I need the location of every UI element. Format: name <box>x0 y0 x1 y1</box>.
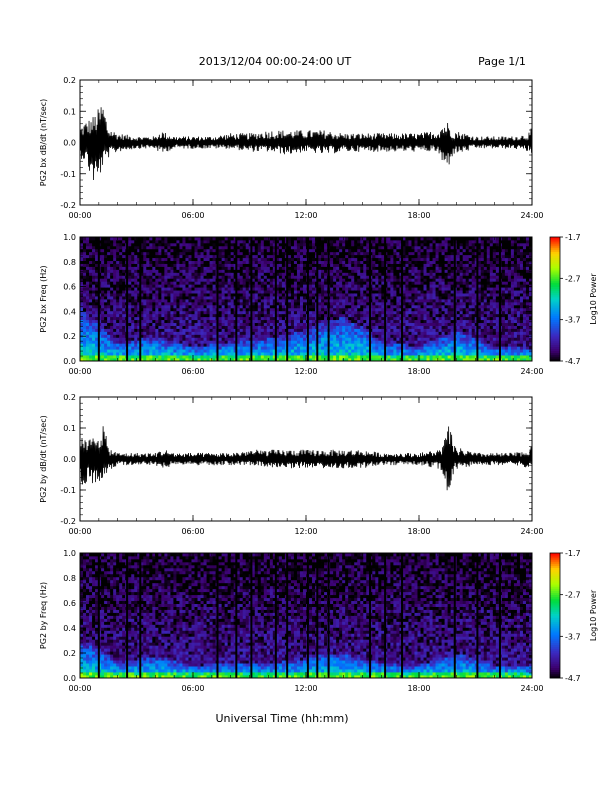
bx-spectrogram-panel: -4.7 -3.7 -2.7 -1.7 Log10 Power 0.0 0.2 0.4 0.6 0… <box>39 233 598 376</box>
y-tick-label: 0.0 <box>63 455 76 464</box>
bx-spectrogram-cells <box>80 237 533 362</box>
x-tick-label: 12:00 <box>294 527 317 536</box>
y-tick-label: 0.1 <box>63 107 76 116</box>
y-tick-label: 0.0 <box>63 139 76 148</box>
y-tick-label: 0.2 <box>63 76 76 85</box>
y-tick-label: -0.2 <box>60 517 76 526</box>
y-tick-label: -0.1 <box>60 486 76 495</box>
y-tick-label: 0.6 <box>63 599 76 608</box>
y-tick-label: -0.2 <box>60 201 76 210</box>
y-tick-label: 1.0 <box>63 549 76 558</box>
x-tick-label: 06:00 <box>181 211 204 220</box>
y-tick-label: 0.2 <box>63 649 76 658</box>
x-tick-label: 18:00 <box>407 367 430 376</box>
x-tick-label: 24:00 <box>520 684 543 693</box>
x-tick-label: 24:00 <box>520 211 543 220</box>
bx-waveform-ylabel: PG2 bx dB/dt (nT/sec) <box>39 99 48 186</box>
colorbar-tick-label: -1.7 <box>565 233 581 242</box>
x-tick-label: 06:00 <box>181 367 204 376</box>
x-tick-label: 12:00 <box>294 684 317 693</box>
y-tick-label: -0.1 <box>60 170 76 179</box>
x-tick-label: 00:00 <box>68 367 91 376</box>
colorbar-tick-label: -2.7 <box>565 591 581 600</box>
y-tick-label: 0.8 <box>63 258 76 267</box>
bx-waveform-line <box>79 107 533 181</box>
x-tick-label: 12:00 <box>294 211 317 220</box>
x-tick-label: 18:00 <box>407 684 430 693</box>
colorbar-label: Log10 Power <box>589 589 598 641</box>
bx-spectrogram-ylabel: PG2 bx Freq (Hz) <box>39 265 48 332</box>
colorbar-tick-label: -3.7 <box>565 632 581 641</box>
y-tick-label: 0.2 <box>63 393 76 402</box>
figure-title: 2013/12/04 00:00-24:00 UT <box>199 55 352 68</box>
colorbar-tick-label: -3.7 <box>565 316 581 325</box>
bx-waveform-panel: -0.2 -0.1 0.0 0.1 0.2 00:00 06:00 12:00 18:00 24:… <box>39 76 544 220</box>
x-tick-label: 24:00 <box>520 367 543 376</box>
by-spectrogram-colorbar: -4.7 -3.7 -2.7 -1.7 Log10 Power <box>549 549 598 683</box>
y-tick-label: 0.6 <box>63 283 76 292</box>
y-tick-label: 0.1 <box>63 424 76 433</box>
y-tick-label: 0.0 <box>63 674 76 683</box>
bx-waveform-trace <box>79 107 533 181</box>
y-tick-label: 0.8 <box>63 574 76 583</box>
page-label: Page 1/1 <box>478 55 526 68</box>
x-tick-label: 18:00 <box>407 527 430 536</box>
by-waveform-line <box>79 426 533 491</box>
x-tick-label: 12:00 <box>294 367 317 376</box>
colorbar-tick-label: -2.7 <box>565 274 581 283</box>
y-tick-label: 0.0 <box>63 357 76 366</box>
bx-spectrogram-colorbar: -4.7 -3.7 -2.7 -1.7 Log10 Power <box>549 233 598 366</box>
colorbar-tick-label: -4.7 <box>565 674 581 683</box>
colorbar-tick-label: -4.7 <box>565 357 581 366</box>
by-spectrogram-ylabel: PG2 by Freq (Hz) <box>39 582 48 649</box>
by-waveform-trace <box>79 426 533 491</box>
x-axis-label: Universal Time (hh:mm) <box>216 712 349 725</box>
x-tick-label: 06:00 <box>181 684 204 693</box>
x-tick-label: 06:00 <box>181 527 204 536</box>
colorbar-label: Log10 Power <box>589 273 598 325</box>
x-tick-label: 18:00 <box>407 211 430 220</box>
x-tick-label: 00:00 <box>68 527 91 536</box>
x-tick-label: 00:00 <box>68 684 91 693</box>
y-tick-label: 0.4 <box>63 624 76 633</box>
y-tick-label: 0.2 <box>63 332 76 341</box>
by-waveform-panel: -0.2 -0.1 0.0 0.1 0.2 00:00 06:00 12:00 18:00 24:… <box>39 393 544 536</box>
by-waveform-ylabel: PG2 by dB/dt (nT/sec) <box>39 415 48 502</box>
y-tick-label: 0.4 <box>63 307 76 316</box>
by-spectrogram-panel: -4.7 -3.7 -2.7 -1.7 Log10 Power 0.0 0.2 0.4 0.6 0… <box>39 549 598 693</box>
colorbar-tick-label: -1.7 <box>565 549 581 558</box>
by-spectrogram-cells <box>80 553 533 679</box>
x-tick-label: 24:00 <box>520 527 543 536</box>
y-tick-label: 1.0 <box>63 233 76 242</box>
x-tick-label: 00:00 <box>68 211 91 220</box>
